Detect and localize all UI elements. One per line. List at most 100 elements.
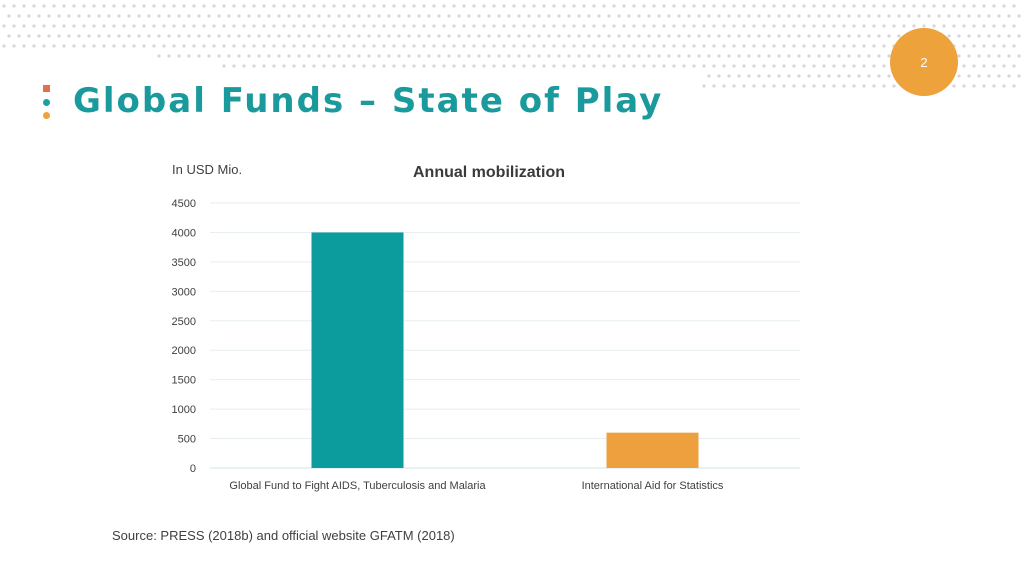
pattern-dot: [832, 4, 836, 8]
pattern-dot: [757, 54, 761, 58]
pattern-dot: [292, 4, 296, 8]
pattern-dot: [1007, 54, 1011, 58]
pattern-dot: [792, 44, 796, 48]
pattern-dot: [577, 34, 581, 38]
pattern-dot: [987, 74, 991, 78]
pattern-dot: [982, 84, 986, 88]
pattern-dot: [582, 64, 586, 68]
pattern-dot: [972, 24, 976, 28]
pattern-dot: [132, 4, 136, 8]
pattern-dot: [837, 14, 841, 18]
pattern-dot: [912, 24, 916, 28]
pattern-dot: [207, 34, 211, 38]
pattern-dot: [147, 34, 151, 38]
pattern-dot: [57, 34, 61, 38]
pattern-dot: [412, 24, 416, 28]
pattern-dot: [652, 44, 656, 48]
pattern-dot: [177, 54, 181, 58]
pattern-dot: [562, 4, 566, 8]
pattern-dot: [767, 34, 771, 38]
pattern-dot: [307, 14, 311, 18]
pattern-dot: [622, 64, 626, 68]
pattern-dot: [942, 4, 946, 8]
pattern-dot: [567, 14, 571, 18]
pattern-dot: [822, 24, 826, 28]
pattern-dot: [2, 44, 6, 48]
pattern-dot: [912, 4, 916, 8]
title-marker-icon: [43, 85, 51, 121]
pattern-dot: [752, 4, 756, 8]
pattern-dot: [72, 24, 76, 28]
pattern-dot: [762, 24, 766, 28]
pattern-dot: [247, 14, 251, 18]
pattern-dot: [352, 24, 356, 28]
pattern-dot: [237, 34, 241, 38]
pattern-dot: [242, 44, 246, 48]
pattern-dot: [797, 74, 801, 78]
pattern-dot: [422, 24, 426, 28]
pattern-dot: [467, 34, 471, 38]
pattern-dot: [482, 44, 486, 48]
pattern-dot: [402, 44, 406, 48]
pattern-dot: [572, 24, 576, 28]
pattern-dot: [607, 14, 611, 18]
pattern-dot: [792, 24, 796, 28]
pattern-dot: [962, 24, 966, 28]
pattern-dot: [997, 34, 1001, 38]
pattern-dot: [702, 64, 706, 68]
pattern-dot: [197, 14, 201, 18]
pattern-dot: [732, 24, 736, 28]
pattern-dot: [657, 54, 661, 58]
pattern-dot: [327, 34, 331, 38]
pattern-dot: [692, 44, 696, 48]
pattern-dot: [687, 54, 691, 58]
pattern-dot: [792, 84, 796, 88]
pattern-dot: [257, 54, 261, 58]
pattern-dot: [452, 44, 456, 48]
pattern-dot: [1012, 24, 1016, 28]
pattern-dot: [142, 4, 146, 8]
pattern-dot: [202, 24, 206, 28]
pattern-dot: [1012, 84, 1016, 88]
pattern-dot: [372, 64, 376, 68]
pattern-dot: [437, 54, 441, 58]
pattern-dot: [387, 34, 391, 38]
bar: [606, 432, 699, 468]
pattern-dot: [962, 64, 966, 68]
pattern-dot: [27, 34, 31, 38]
pattern-dot: [742, 64, 746, 68]
pattern-dot: [652, 4, 656, 8]
pattern-dot: [812, 64, 816, 68]
pattern-dot: [622, 24, 626, 28]
pattern-dot: [542, 64, 546, 68]
pattern-dot: [777, 14, 781, 18]
pattern-dot: [732, 4, 736, 8]
pattern-dot: [737, 34, 741, 38]
pattern-dot: [612, 4, 616, 8]
pattern-dot: [417, 34, 421, 38]
pattern-dot: [957, 74, 961, 78]
pattern-dot: [77, 34, 81, 38]
pattern-dot: [632, 64, 636, 68]
pattern-dot: [562, 44, 566, 48]
pattern-dot: [1017, 54, 1021, 58]
pattern-dot: [312, 4, 316, 8]
pattern-dot: [747, 14, 751, 18]
pattern-dot: [992, 84, 996, 88]
pattern-dot: [492, 64, 496, 68]
pattern-dot: [407, 34, 411, 38]
pattern-dot: [762, 84, 766, 88]
pattern-dot: [422, 4, 426, 8]
pattern-dot: [737, 74, 741, 78]
pattern-dot: [442, 4, 446, 8]
pattern-dot: [832, 84, 836, 88]
pattern-dot: [767, 74, 771, 78]
pattern-dot: [272, 24, 276, 28]
pattern-dot: [862, 84, 866, 88]
pattern-dot: [662, 4, 666, 8]
pattern-dot: [92, 24, 96, 28]
pattern-dot: [152, 4, 156, 8]
pattern-dot: [287, 14, 291, 18]
pattern-dot: [262, 24, 266, 28]
pattern-dot: [2, 24, 6, 28]
